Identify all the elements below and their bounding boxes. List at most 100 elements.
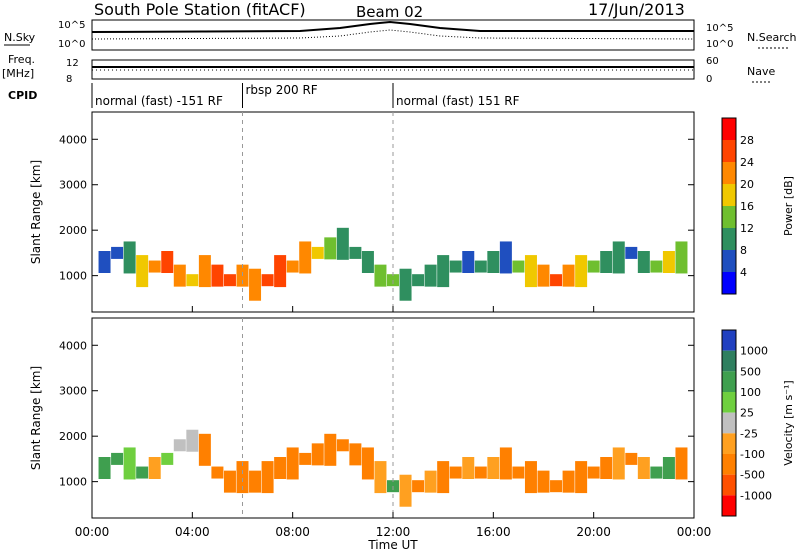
heatmap-cell — [98, 251, 111, 273]
heatmap-cell — [600, 251, 613, 273]
heatmap-cell — [249, 268, 262, 301]
colorbar-tick-label: 28 — [740, 134, 754, 147]
colorbar-tick-label: -1000 — [740, 489, 772, 502]
colorbar-tick-label: 12 — [740, 222, 754, 235]
heatmap-cell — [374, 264, 387, 287]
heatmap-cell — [173, 264, 186, 287]
colorbar-swatch — [722, 118, 736, 140]
colorbar-swatch — [722, 433, 736, 454]
freq-tick-low: 8 — [66, 74, 72, 85]
colorbar-label: Velocity [m s⁻¹] — [782, 380, 795, 465]
freq-label: Freq. — [8, 53, 35, 66]
heatmap-cell — [412, 274, 425, 287]
freq-nave-panel: Freq. [MHz] 12 8 60 0 Nave — [2, 53, 775, 85]
heatmap-cell — [349, 246, 362, 259]
beam-title: Beam 02 — [356, 3, 423, 21]
freq-tick-high: 12 — [66, 58, 79, 69]
x-axis: 00:00 04:00 08:00 12:00 16:00 20:00 00:00 — [75, 306, 712, 539]
heatmap-cell — [211, 264, 224, 287]
noise-tick-low-right: 10^0 — [706, 39, 733, 50]
noise-tick-low-left: 10^0 — [58, 39, 85, 50]
heatmap-cell — [249, 470, 262, 493]
y-tick-label: 4000 — [59, 339, 87, 352]
heatmap-cell — [449, 260, 462, 273]
heatmap-cell — [650, 260, 663, 273]
heatmap-cell — [349, 443, 362, 466]
heatmap-cell — [550, 274, 563, 287]
y-axis-label: Slant Range [km] — [29, 366, 43, 470]
colorbar-swatch — [722, 474, 736, 496]
heatmap-cell — [424, 470, 437, 493]
heatmap-cell — [361, 251, 374, 273]
nave-tick-high: 60 — [706, 56, 719, 67]
colorbar-tick-label: 100 — [740, 386, 761, 399]
station-title: South Pole Station (fitACF) — [94, 0, 306, 19]
x-tick-label: 20:00 — [576, 525, 611, 539]
colorbar-tick-label: 500 — [740, 365, 761, 378]
heatmap-cell — [625, 452, 638, 465]
heatmap-cell — [223, 274, 236, 287]
heatmap-cell — [550, 480, 563, 493]
x-tick-label: 12:00 — [376, 525, 411, 539]
mode-label: normal (fast) -151 RF — [95, 94, 223, 108]
nsearch-label: N.Search — [747, 31, 797, 44]
y-axis-label: Slant Range [km] — [29, 160, 43, 264]
colorbar-swatch — [722, 184, 736, 206]
heatmap-cell — [299, 452, 312, 465]
heatmap-cell — [625, 246, 638, 259]
noise-tick-high-left: 10^5 — [58, 20, 85, 31]
heatmap-cell — [524, 255, 537, 288]
heatmap-cell — [437, 461, 450, 494]
heatmap-cell — [198, 433, 211, 466]
heatmap-cell — [562, 264, 575, 287]
heatmap-cell — [161, 251, 174, 273]
heatmap-cell — [412, 480, 425, 493]
colorbar-swatch — [722, 350, 736, 372]
heatmap-cell — [123, 447, 136, 480]
mode-label: rbsp 200 RF — [246, 83, 318, 97]
y-tick-label: 3000 — [59, 385, 87, 398]
heatmap-cell — [499, 241, 512, 274]
heatmap-cell — [399, 474, 412, 507]
cpid-modes: normal (fast) -151 RF rbsp 200 RF normal (… — [91, 83, 520, 108]
heatmap-cell — [612, 447, 625, 480]
colorbar-tick-label: 25 — [740, 407, 754, 420]
heatmap-cell — [462, 251, 475, 273]
x-tick-label: 00:00 — [677, 525, 712, 539]
x-tick-label: 16:00 — [476, 525, 511, 539]
noise-panel: N.Sky 10^5 10^0 10^5 10^0 N.Search — [4, 19, 797, 51]
colorbar-swatch — [722, 272, 736, 294]
colorbar-tick-label: 24 — [740, 156, 754, 169]
colorbar-swatch — [722, 162, 736, 184]
y-tick-label: 1000 — [59, 476, 87, 489]
heatmap-cell — [675, 447, 688, 480]
heatmap-cell — [575, 461, 588, 494]
heatmap-cell — [662, 251, 675, 273]
heatmap-cell — [236, 461, 249, 494]
heatmap-cell — [474, 466, 487, 479]
heatmap-cell — [211, 466, 224, 479]
velocity-colorbar: 1000 500 100 25 -25 -100 -500 -1000 Velocity [m … — [721, 329, 795, 517]
heatmap-cell — [487, 457, 500, 479]
heatmap-cell — [198, 255, 211, 288]
colorbar-tick-label: 1000 — [740, 345, 768, 358]
nave-tick-low: 0 — [706, 74, 712, 85]
noise-tick-high-right: 10^5 — [706, 23, 733, 34]
heatmap-cell — [562, 470, 575, 493]
heatmap-cell — [537, 470, 550, 493]
y-tick-label: 1000 — [59, 270, 87, 283]
colorbar-tick-label: 20 — [740, 178, 754, 191]
y-tick-label: 2000 — [59, 430, 87, 443]
heatmap-cell — [186, 429, 199, 452]
heatmap-cell — [424, 264, 437, 287]
heatmap-cell — [587, 466, 600, 479]
colorbar-swatch — [722, 250, 736, 272]
cpid-label: CPID — [8, 89, 37, 102]
heatmap-cell — [675, 241, 688, 274]
heatmap-cell — [361, 447, 374, 480]
heatmap-cell — [148, 457, 161, 479]
heatmap-cell — [537, 264, 550, 287]
colorbar-swatch — [722, 371, 736, 392]
nsky-label: N.Sky — [4, 31, 36, 44]
